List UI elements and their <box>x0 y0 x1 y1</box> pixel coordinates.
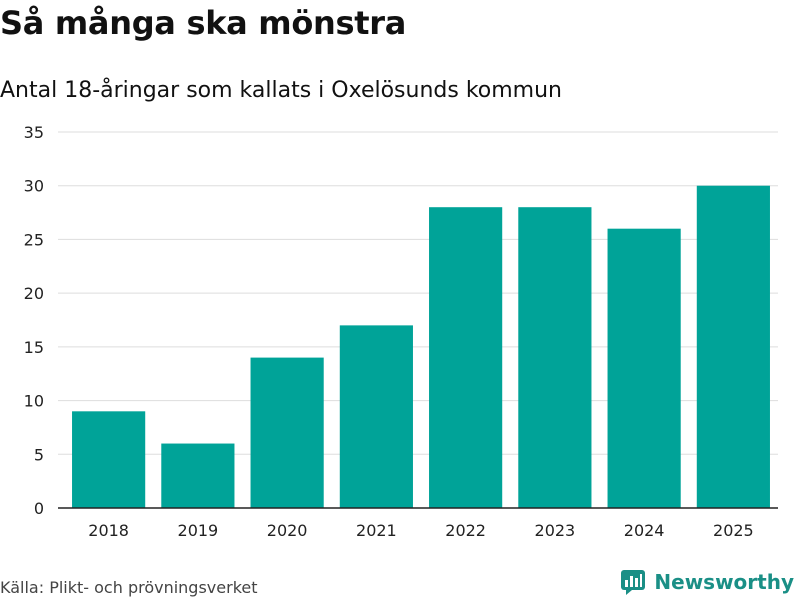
bar-2023 <box>518 207 592 508</box>
bar-2021 <box>339 325 413 508</box>
y-tick-label: 15 <box>24 338 44 357</box>
y-tick-label: 30 <box>24 177 44 196</box>
chart-subtitle: Antal 18-åringar som kallats i Oxelösund… <box>0 78 562 103</box>
bar-2024 <box>607 228 681 508</box>
y-tick-label: 0 <box>34 499 44 518</box>
bar-2019 <box>161 443 235 508</box>
y-tick-label: 10 <box>24 392 44 411</box>
x-tick-label: 2023 <box>535 521 576 540</box>
x-tick-label: 2020 <box>267 521 308 540</box>
brand-logo: Newsworthy <box>620 569 794 595</box>
bar-2022 <box>429 207 503 508</box>
bar-2025 <box>696 185 770 508</box>
x-tick-label: 2022 <box>445 521 486 540</box>
y-tick-label: 20 <box>24 284 44 303</box>
chart-title: Så många ska mönstra <box>0 4 407 42</box>
x-tick-label: 2018 <box>88 521 129 540</box>
x-tick-label: 2019 <box>178 521 219 540</box>
y-tick-label: 35 <box>24 123 44 142</box>
x-tick-label: 2024 <box>624 521 665 540</box>
x-tick-label: 2025 <box>713 521 754 540</box>
y-tick-label: 5 <box>34 445 44 464</box>
brand-name: Newsworthy <box>654 570 794 594</box>
bar-2020 <box>250 357 324 508</box>
source-note: Källa: Plikt- och prövningsverket <box>0 578 258 597</box>
gridlines <box>58 131 778 455</box>
bars <box>72 185 770 508</box>
x-tick-label: 2021 <box>356 521 397 540</box>
y-tick-label: 25 <box>24 230 44 249</box>
bar-2018 <box>72 411 146 508</box>
newsworthy-logo-icon <box>621 570 646 595</box>
